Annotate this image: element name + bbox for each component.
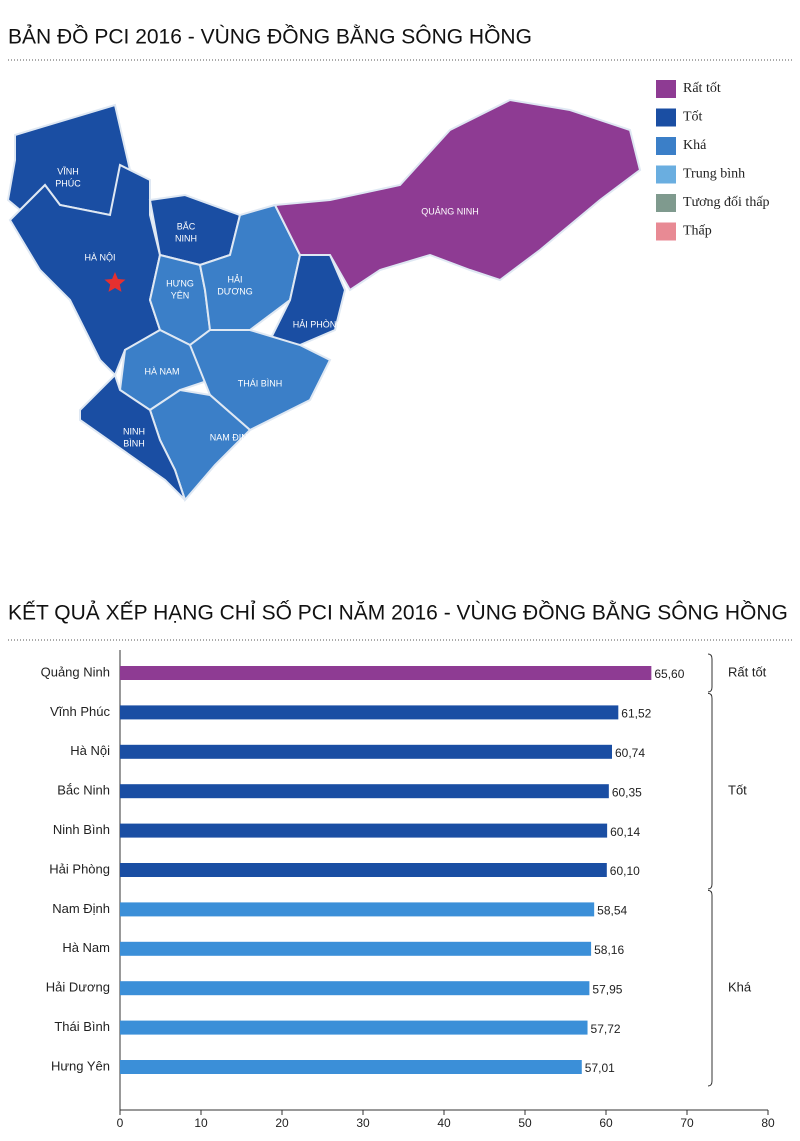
- legend-swatch: [656, 222, 676, 241]
- region-label: NINH: [175, 233, 197, 243]
- legend-label: Thấp: [683, 224, 712, 239]
- legend-label: Khá: [683, 138, 707, 153]
- bar: [120, 744, 612, 759]
- category-label: Ninh Bình: [53, 822, 110, 837]
- region-label: HÀ NỘI: [84, 252, 115, 262]
- value-label: 60,10: [610, 864, 640, 878]
- value-label: 57,72: [591, 1022, 621, 1036]
- region-label: BẮC: [177, 221, 196, 231]
- group-label: Khá: [728, 980, 752, 995]
- value-label: 58,54: [597, 904, 627, 918]
- legend-swatch: [656, 80, 676, 98]
- group-label: Rất tốt: [728, 664, 767, 679]
- legend-label: Trung bình: [683, 167, 745, 182]
- category-label: Thái Bình: [54, 1019, 110, 1034]
- region-shape: [6, 103, 132, 217]
- bar: [120, 863, 607, 877]
- region-shape: [273, 98, 642, 292]
- x-tick-label: 40: [437, 1116, 451, 1130]
- legend-swatch: [656, 137, 676, 155]
- bar: [120, 941, 592, 956]
- group-label: Tốt: [728, 783, 747, 798]
- region-label: YÊN: [171, 290, 190, 300]
- group-bracket: [707, 653, 713, 693]
- region-label: HÀ NAM: [144, 366, 179, 376]
- legend-swatch: [656, 108, 676, 127]
- bar: [120, 705, 619, 720]
- region-label: THÁI BÌNH: [238, 378, 283, 388]
- category-label: Hải Phòng: [49, 861, 110, 876]
- region-label: PHÚC: [55, 178, 81, 188]
- bar: [120, 784, 609, 799]
- x-tick-label: 20: [275, 1116, 289, 1130]
- value-label: 58,16: [594, 943, 624, 957]
- x-tick-label: 70: [680, 1116, 694, 1130]
- category-label: Hà Nam: [62, 940, 110, 955]
- group-bracket: [707, 692, 713, 890]
- region-label: VĨNH: [57, 166, 79, 176]
- bar: [120, 902, 595, 917]
- region-label: QUẢNG NINH: [421, 205, 479, 216]
- category-label: Hải Dương: [46, 980, 110, 995]
- capital-star: [104, 272, 126, 292]
- legend-swatch: [656, 165, 676, 184]
- region-label: NINH: [123, 426, 145, 436]
- legend-label: Tương đối thấp: [683, 195, 770, 210]
- value-label: 60,74: [615, 746, 645, 760]
- region-label: HẢI: [227, 273, 242, 284]
- region-shape: [79, 373, 186, 501]
- value-label: 57,95: [592, 982, 622, 996]
- region-label: NAM ĐỊNH: [210, 432, 255, 442]
- map: VĨNH PHÚC HÀ NỘI BẮC NINH HƯNG YÊN HẢI DƯƠNG HẢI …: [6, 80, 770, 502]
- category-label: Nam Định: [52, 901, 110, 916]
- category-label: Quảng Ninh: [41, 664, 110, 679]
- map-title: BẢN ĐỒ PCI 2016 - VÙNG ĐỒNG BẰNG SÔNG HỒ…: [8, 25, 532, 49]
- value-label: 61,52: [621, 707, 651, 721]
- region-label: HẢI PHÒNG: [293, 318, 344, 329]
- category-label: Hà Nội: [70, 743, 110, 758]
- bar: [120, 666, 652, 680]
- value-label: 60,14: [610, 825, 640, 839]
- category-label: Vĩnh Phúc: [50, 704, 110, 719]
- legend-swatch: [656, 194, 676, 212]
- x-tick-label: 10: [194, 1116, 208, 1130]
- value-label: 65,60: [654, 667, 684, 681]
- bar: [120, 823, 608, 838]
- region-label: HƯNG: [166, 278, 194, 288]
- bar: [120, 1020, 588, 1035]
- x-tick-label: 0: [117, 1116, 124, 1130]
- group-bracket: [707, 889, 713, 1087]
- value-label: 60,35: [612, 785, 642, 799]
- bar: [120, 981, 590, 996]
- x-tick-label: 60: [599, 1116, 613, 1130]
- legend-label: Rất tốt: [683, 81, 721, 96]
- x-tick-label: 30: [356, 1116, 370, 1130]
- category-label: Bắc Ninh: [57, 783, 110, 798]
- category-label: Hưng Yên: [51, 1058, 110, 1073]
- legend-label: Tốt: [683, 110, 703, 125]
- x-tick-label: 50: [518, 1116, 532, 1130]
- region-label: BÌNH: [123, 438, 145, 448]
- region-label: DƯƠNG: [217, 286, 252, 296]
- chart-title: KẾT QUẢ XẾP HẠNG CHỈ SỐ PCI NĂM 2016 - V…: [8, 601, 788, 625]
- bar: [120, 1060, 582, 1074]
- chart: 0 10 20 30 40 50 60 70 80 Quảng Ninh 65,60 Vĩnh Phú…: [41, 650, 775, 1130]
- value-label: 57,01: [585, 1061, 615, 1075]
- x-tick-label: 80: [761, 1116, 775, 1130]
